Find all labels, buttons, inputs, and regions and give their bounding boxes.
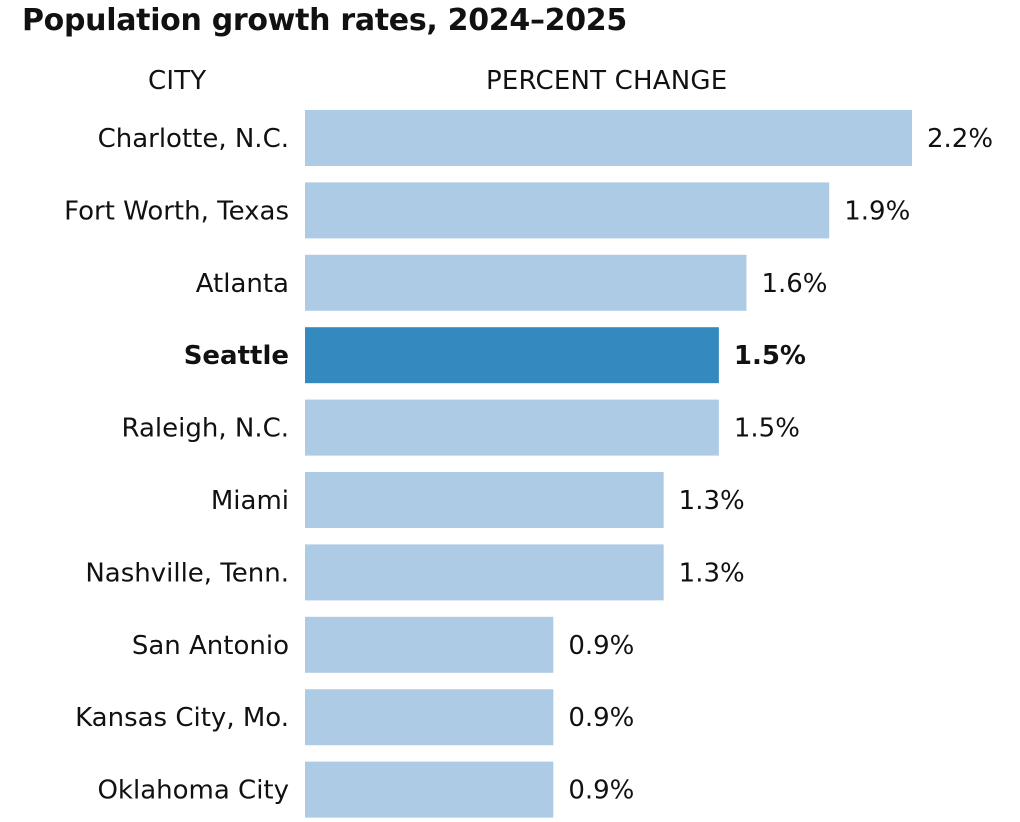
city-label-fort-worth-texas: Fort Worth, Texas [64,196,289,226]
value-label-nashville-tenn: 1.3% [679,558,745,588]
city-label-oklahoma-city: Oklahoma City [97,776,289,806]
chart-title: Population growth rates, 2024–2025 [22,3,627,38]
city-label-raleigh-n-c: Raleigh, N.C. [121,414,289,444]
city-label-kansas-city-mo: Kansas City, Mo. [75,703,289,733]
bar-raleigh-n-c [305,399,719,456]
percent-change-column-header: PERCENT CHANGE [486,66,728,96]
bar-san-antonio [305,616,554,673]
value-label-kansas-city-mo: 0.9% [568,703,634,733]
bar-kansas-city-mo [305,689,554,746]
value-label-raleigh-n-c: 1.5% [734,414,800,444]
city-label-charlotte-n-c: Charlotte, N.C. [98,124,289,154]
bar-atlanta [305,254,747,311]
bar-miami [305,472,664,528]
bar-fort-worth-texas [305,182,830,239]
bar-charlotte-n-c [305,110,912,166]
value-label-oklahoma-city: 0.9% [568,776,634,806]
value-label-miami: 1.3% [679,486,745,516]
value-label-fort-worth-texas: 1.9% [844,196,910,226]
value-label-atlanta: 1.6% [761,269,827,299]
value-label-san-antonio: 0.9% [568,631,634,661]
value-label-charlotte-n-c: 2.2% [927,124,993,154]
value-label-seattle: 1.5% [734,341,806,371]
city-label-miami: Miami [211,486,289,516]
city-label-atlanta: Atlanta [196,269,289,299]
bar-oklahoma-city [305,761,554,818]
city-label-seattle: Seattle [184,341,289,371]
city-column-header: CITY [148,66,207,96]
city-label-san-antonio: San Antonio [132,631,289,661]
bar-seattle [305,327,719,384]
bar-nashville-tenn [305,544,664,601]
city-label-nashville-tenn: Nashville, Tenn. [85,558,289,588]
